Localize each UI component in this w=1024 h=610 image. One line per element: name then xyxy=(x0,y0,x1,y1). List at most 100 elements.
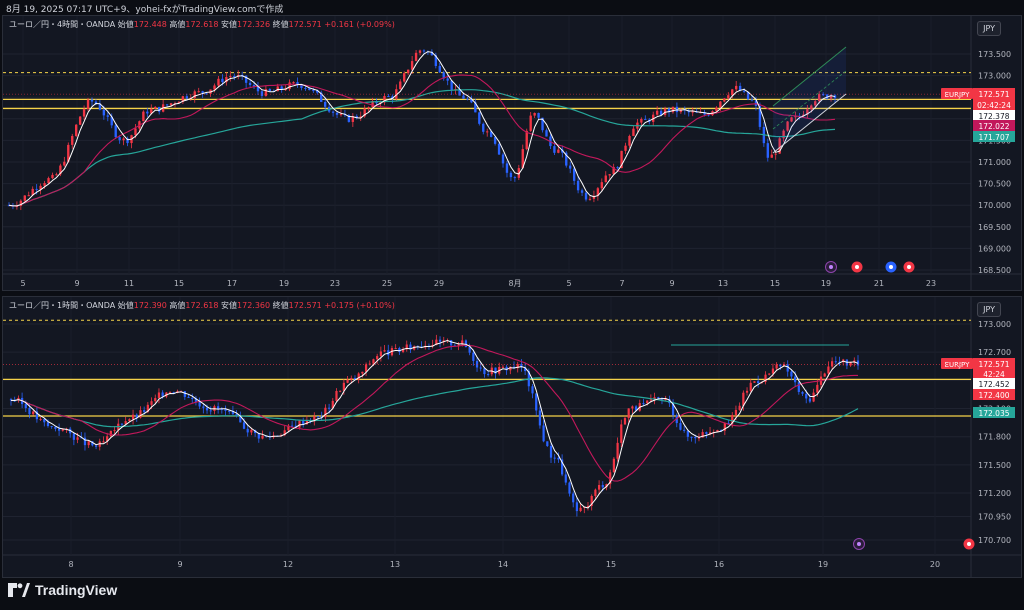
candle-body xyxy=(529,115,532,131)
price-tick-label: 173.500 xyxy=(978,50,1011,59)
candle-body xyxy=(735,85,738,90)
candle-body xyxy=(442,340,445,342)
candle-body xyxy=(135,414,138,418)
candle-body xyxy=(150,401,153,405)
candle-body xyxy=(183,391,186,397)
candle-body xyxy=(221,78,224,83)
candle-body xyxy=(694,436,697,439)
chart-panel-1h[interactable]: 173.000172.700172.400172.100171.800171.5… xyxy=(2,296,1022,578)
candle-body xyxy=(197,91,200,93)
time-tick-label: 15 xyxy=(770,279,780,288)
candle-body xyxy=(738,85,742,91)
candle-body xyxy=(157,392,161,399)
candle-body xyxy=(816,384,819,393)
candle-body xyxy=(434,55,438,66)
chart-1h-canvas[interactable]: 173.000172.700172.400172.100171.800171.5… xyxy=(3,297,1022,578)
time-tick-label: 13 xyxy=(390,560,400,569)
price-tick-label: 171.200 xyxy=(978,489,1011,498)
candle-body xyxy=(538,410,542,426)
candle-body xyxy=(98,103,102,110)
candle-body xyxy=(786,364,789,372)
candle-body xyxy=(59,165,62,175)
candle-body xyxy=(810,105,813,110)
legend-open: 172.448 xyxy=(133,20,167,29)
candle-body xyxy=(524,367,527,372)
candle-body xyxy=(438,65,441,73)
candle-body xyxy=(716,429,719,433)
candle-body xyxy=(601,484,604,488)
candle-body xyxy=(479,367,482,369)
sma-mid-tag-bg xyxy=(973,389,1015,400)
candle-body xyxy=(187,396,190,398)
candle-body xyxy=(122,138,125,141)
candle-body xyxy=(327,407,331,409)
candle-body xyxy=(746,91,750,100)
candle-body xyxy=(806,109,809,115)
candle-body xyxy=(782,130,785,139)
currency-button[interactable]: JPY xyxy=(977,21,1001,36)
candle-body xyxy=(283,430,286,436)
candle-body xyxy=(76,437,79,440)
panel-1h-legend: ユーロ／円・1時間・OANDA 始値172.390 高値172.618 安値17… xyxy=(9,300,395,311)
candle-body xyxy=(697,437,701,439)
candle-body xyxy=(561,149,564,153)
candle-body xyxy=(754,100,758,106)
candle-body xyxy=(193,91,196,98)
candle-body xyxy=(294,425,297,428)
candle-body xyxy=(612,167,615,175)
candle-body xyxy=(106,115,109,117)
candle-body xyxy=(405,344,408,350)
candle-body xyxy=(497,143,501,155)
candle-body xyxy=(154,106,157,109)
time-tick-label: 14 xyxy=(498,560,508,569)
candle-body xyxy=(288,82,291,90)
currency-button[interactable]: JPY xyxy=(977,302,1001,317)
candle-body xyxy=(612,458,615,473)
candle-body xyxy=(560,459,564,475)
candle-body xyxy=(401,349,405,352)
candle-body xyxy=(794,115,797,118)
candle-body xyxy=(705,432,708,434)
candle-body xyxy=(409,344,412,350)
chart-header: 8月 19, 2025 07:17 UTC+9、yohei-fxがTrading… xyxy=(6,5,284,15)
candle-body xyxy=(27,195,30,197)
candle-body xyxy=(450,340,453,346)
candle-body xyxy=(231,411,235,415)
candle-body xyxy=(533,113,536,116)
candle-body xyxy=(513,177,517,179)
candle-body xyxy=(482,123,485,132)
candle-body xyxy=(749,382,752,391)
price-tick-label: 169.500 xyxy=(978,223,1011,232)
time-tick-label: 23 xyxy=(926,279,936,288)
candle-body xyxy=(82,108,86,117)
candle-body xyxy=(715,107,718,112)
candle-body xyxy=(9,399,13,401)
candle-body xyxy=(679,109,683,113)
sma-fast-tag-bg xyxy=(973,378,1015,389)
candle-body xyxy=(268,89,272,92)
candle-body xyxy=(276,86,279,92)
candle-body xyxy=(745,390,749,393)
candle-body xyxy=(350,378,353,380)
candle-body xyxy=(80,437,83,439)
candle-body xyxy=(584,192,588,200)
candle-body xyxy=(668,399,671,404)
candle-body xyxy=(742,392,745,406)
candle-body xyxy=(653,397,656,400)
candle-body xyxy=(802,114,805,117)
candle-body xyxy=(308,88,311,91)
candle-body xyxy=(43,183,46,186)
candle-body xyxy=(814,101,817,106)
candle-body xyxy=(264,89,268,96)
candle-body xyxy=(541,117,544,131)
candle-body xyxy=(569,165,572,169)
candle-body xyxy=(172,392,175,394)
candle-body xyxy=(627,408,630,419)
chart-panel-4h[interactable]: 173.500173.000172.500172.000171.500171.0… xyxy=(2,15,1022,291)
symbol-tag-bg xyxy=(941,358,973,369)
chart-4h-canvas[interactable]: 173.500173.000172.500172.000171.500171.0… xyxy=(3,16,1022,291)
candle-body xyxy=(442,72,445,79)
candle-body xyxy=(542,425,545,442)
candle-body xyxy=(298,420,301,428)
candle-body xyxy=(217,78,220,86)
